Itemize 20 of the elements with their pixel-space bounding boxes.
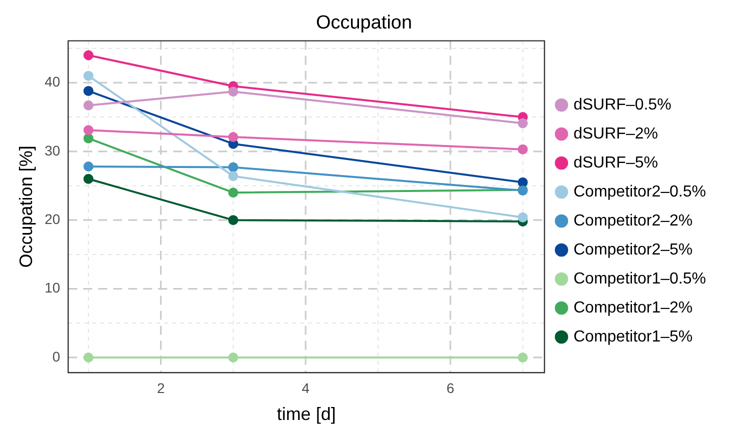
legend-label: dSURF–5% <box>573 154 658 172</box>
chart-title: Occupation <box>316 12 412 34</box>
y-tick-label: 20 <box>44 210 60 227</box>
legend-label: Competitor1–2% <box>573 299 693 316</box>
legend-label: Competitor2–2% <box>573 212 693 230</box>
legend-label: Competitor1–5% <box>573 328 693 346</box>
legend-label: Competitor2–5% <box>573 241 693 258</box>
legend-label: dSURF–2% <box>573 125 658 142</box>
legend-label: dSURF–0.5% <box>573 96 672 114</box>
x-tick-label: 6 <box>446 380 454 396</box>
legend-label: Competitor2–0.5% <box>573 183 706 200</box>
x-tick-label: 4 <box>302 380 310 396</box>
y-tick-label: 40 <box>44 74 60 90</box>
x-tick-label: 2 <box>156 380 165 396</box>
y-axis-title: Occupation [%] <box>16 146 36 268</box>
y-tick-label: 10 <box>44 280 60 296</box>
y-tick-label: 0 <box>52 348 60 364</box>
x-axis-title: time [d] <box>276 404 336 424</box>
y-tick-label: 30 <box>44 142 60 158</box>
legend-label: Competitor1–0.5% <box>573 270 706 288</box>
